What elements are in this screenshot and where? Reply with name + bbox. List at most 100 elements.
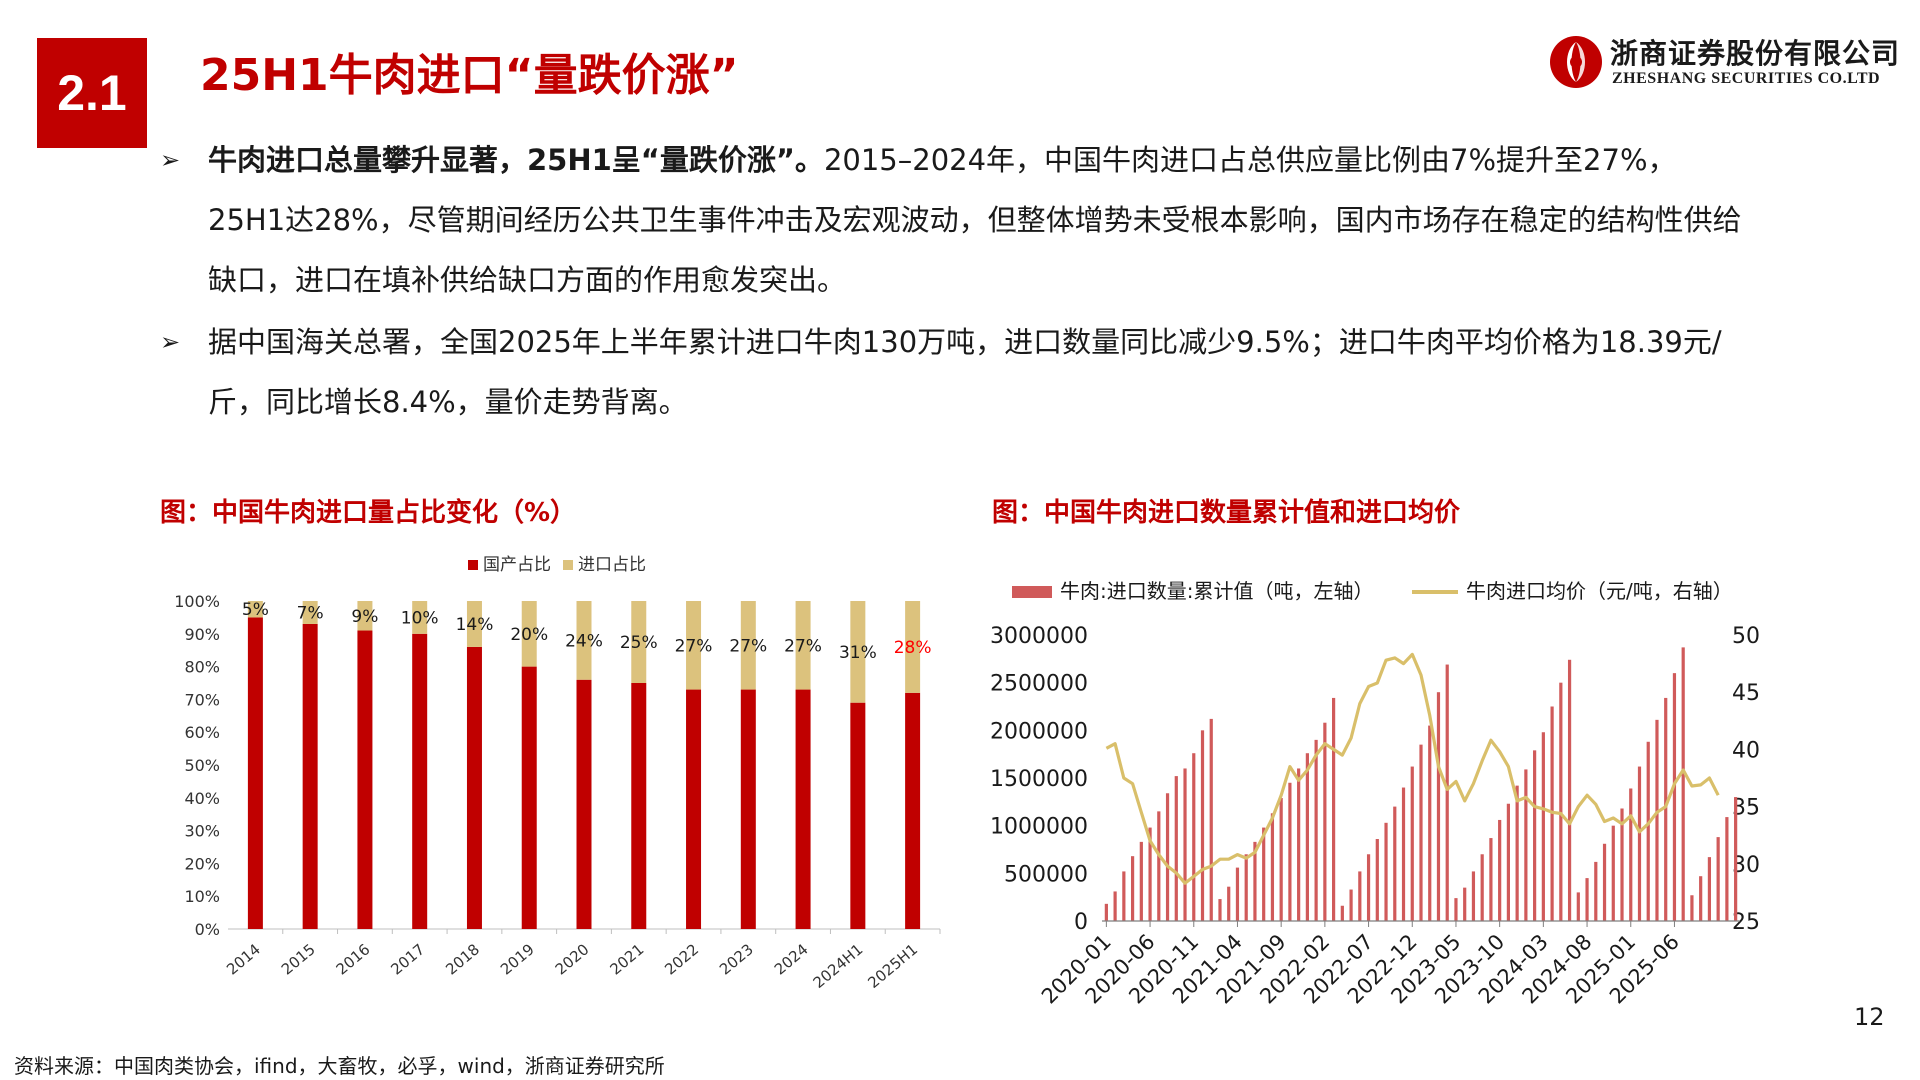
bullet-bold-text: 牛肉进口总量攀升显著，25H1呈“量跌价涨”。 — [208, 143, 824, 177]
company-name-cn: 浙商证券股份有限公司 — [1610, 37, 1901, 70]
legend-label-import: 进口占比 — [578, 555, 646, 575]
y-tick-label: 50% — [184, 756, 220, 775]
quantity-bar — [1148, 827, 1152, 921]
quantity-bar — [1672, 673, 1677, 921]
quantity-bar — [1209, 718, 1213, 921]
quantity-bar — [1410, 766, 1414, 921]
x-tick-label: 2018 — [442, 940, 483, 978]
bar-domestic — [357, 630, 373, 929]
quantity-bar — [1489, 838, 1493, 921]
quantity-bar — [1122, 871, 1126, 921]
bar-domestic — [850, 702, 866, 929]
quantity-bar — [1629, 788, 1633, 921]
quantity-bar — [1218, 899, 1222, 921]
bar-domestic — [686, 689, 702, 929]
bar-import — [905, 601, 921, 693]
bar-domestic — [521, 666, 537, 929]
right-y-tick-label: 40 — [1732, 738, 1760, 763]
quantity-bar — [1664, 697, 1668, 921]
price-line — [1105, 652, 1720, 885]
bar-domestic — [631, 683, 647, 929]
quantity-bar — [1375, 839, 1379, 921]
y-tick-label: 70% — [184, 690, 220, 709]
x-tick-label: 2017 — [387, 940, 428, 978]
data-label: 28% — [894, 638, 932, 658]
bullet-item: ➢ 据中国海关总署，全国2025年上半年累计进口牛肉130万吨，进口数量同比减少… — [160, 312, 1750, 432]
x-tick-label: 2025H1 — [864, 940, 921, 992]
bar-domestic — [466, 646, 482, 929]
quantity-bar — [1113, 891, 1117, 921]
left-y-tick-label: 500000 — [1004, 862, 1088, 887]
x-tick-label: 2020 — [552, 940, 593, 978]
data-label: 24% — [565, 631, 603, 651]
import-quantity-price-chart: 牛肉:进口数量:累计值（吨，左轴） 牛肉进口均价（元/吨，右轴） 0 500000 10… — [990, 579, 1760, 1009]
bullet-text: 2015–2024年，中国牛肉进口占总供应量比例由7%提升至27%，25H1达2… — [208, 143, 1742, 297]
quantity-bar — [1471, 871, 1476, 921]
quantity-bar — [1428, 725, 1432, 921]
bar-import — [850, 601, 866, 703]
data-label: 20% — [510, 625, 548, 645]
quantity-bar — [1699, 876, 1703, 921]
quantity-bar — [1611, 825, 1615, 921]
legend-label-price: 牛肉进口均价（元/吨，右轴） — [1466, 579, 1733, 603]
quantity-bar — [1332, 697, 1336, 921]
left-y-tick-label: 1500000 — [990, 767, 1088, 792]
quantity-bar — [1165, 793, 1170, 921]
section-number-badge: 2.1 — [37, 38, 147, 148]
quantity-bar — [1323, 722, 1327, 921]
bar-domestic — [412, 633, 428, 929]
legend-swatch-quantity — [1012, 586, 1052, 598]
y-tick-label: 10% — [184, 887, 220, 906]
quantity-bar — [1340, 905, 1344, 921]
x-tick-label: 2016 — [333, 940, 374, 978]
quantity-bar — [1716, 837, 1720, 921]
y-tick-label: 100% — [174, 592, 220, 611]
quantity-bar — [1506, 803, 1510, 921]
y-tick-label: 60% — [184, 723, 220, 742]
data-label: 7% — [297, 603, 324, 623]
page-number: 12 — [1854, 1003, 1885, 1031]
quantity-bar — [1358, 871, 1362, 921]
bar-import — [686, 601, 702, 690]
quantity-bar — [1681, 647, 1685, 921]
quantity-bar — [1463, 887, 1467, 921]
bar-import — [466, 601, 482, 647]
quantity-bar — [1288, 782, 1292, 921]
quantity-bar — [1533, 750, 1537, 921]
data-label: 25% — [620, 633, 658, 653]
bullet-item: ➢ 牛肉进口总量攀升显著，25H1呈“量跌价涨”。2015–2024年，中国牛肉… — [160, 130, 1750, 310]
quantity-bar — [1646, 741, 1650, 921]
quantity-bar — [1480, 854, 1484, 921]
bar-domestic — [905, 692, 921, 929]
bullet-arrow-icon: ➢ — [160, 146, 181, 174]
quantity-bar — [1515, 785, 1519, 921]
quantity-bar — [1139, 841, 1143, 921]
x-tick-label: 2022 — [661, 940, 702, 978]
quantity-bar — [1174, 776, 1178, 921]
quantity-bar — [1725, 817, 1729, 921]
x-tick-label: 2014 — [223, 940, 264, 978]
quantity-bar — [1349, 889, 1353, 921]
quantity-bar — [1253, 841, 1257, 921]
quantity-bar — [1279, 798, 1283, 921]
quantity-bar — [1559, 682, 1563, 921]
right-y-tick-label: 50 — [1732, 624, 1760, 649]
bullet-text: 据中国海关总署，全国2025年上半年累计进口牛肉130万吨，进口数量同比减少9.… — [208, 325, 1722, 419]
quantity-bar — [1690, 895, 1694, 921]
left-y-tick-label: 1000000 — [990, 815, 1088, 840]
x-tick-label: 2019 — [497, 940, 538, 978]
quantity-bar — [1734, 797, 1738, 921]
company-name-en: ZHESHANG SECURITIES CO.LTD — [1612, 70, 1881, 87]
bar-domestic — [302, 623, 318, 929]
legend-swatch-import — [563, 560, 573, 570]
y-tick-label: 80% — [184, 658, 220, 677]
bar-import — [357, 601, 373, 631]
data-label: 31% — [839, 643, 877, 663]
bullet-list: ➢ 牛肉进口总量攀升显著，25H1呈“量跌价涨”。2015–2024年，中国牛肉… — [160, 130, 1750, 434]
bar-import — [412, 601, 428, 634]
quantity-bar — [1314, 739, 1318, 921]
legend-label-domestic: 国产占比 — [483, 555, 551, 575]
bar-domestic — [247, 617, 263, 929]
bar-import — [576, 601, 592, 680]
bar-import — [631, 601, 647, 683]
